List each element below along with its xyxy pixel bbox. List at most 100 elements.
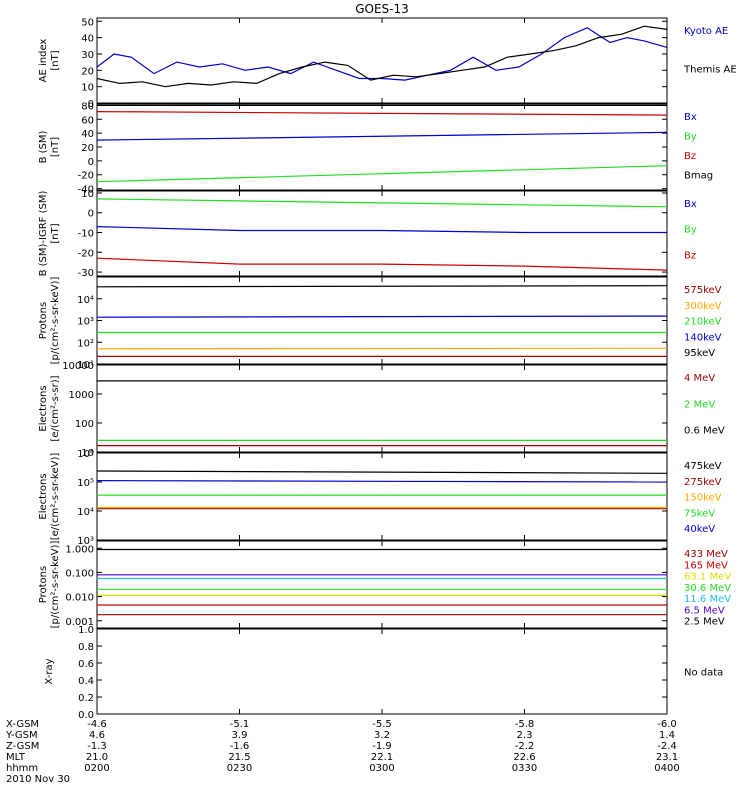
footer-value: 0300 <box>369 763 394 774</box>
panel-frame <box>96 103 668 191</box>
y-tick-label: 0.001 <box>65 617 94 628</box>
y-axis-label: B (SM)-IGRF (SM) <box>38 191 49 277</box>
y-tick-label: 20 <box>81 143 94 154</box>
y-tick-label: 50 <box>81 17 94 28</box>
no-data-note: No data <box>684 668 723 679</box>
series-line <box>96 165 668 183</box>
y-tick-label: 1.000 <box>65 544 94 555</box>
y-tick-label: -10 <box>78 229 94 240</box>
y-tick-label: 10⁶ <box>77 449 94 460</box>
legend-entry: 30.6 MeV <box>684 583 731 594</box>
panel-frame <box>96 452 668 541</box>
footer-value: -5.5 <box>372 719 392 730</box>
legend-entry: 95keV <box>684 348 715 359</box>
y-tick-label: 10³ <box>77 536 94 547</box>
footer-value: -2.2 <box>515 741 535 752</box>
y-tick-label: 0.6 <box>78 659 94 670</box>
footer-value: 0330 <box>512 763 537 774</box>
legend-entry: 210keV <box>684 317 722 328</box>
y-tick-label: 0.4 <box>78 676 94 687</box>
legend-entry: 275keV <box>684 477 722 488</box>
legend-entry: By <box>684 225 697 236</box>
series-line <box>96 131 668 141</box>
y-tick-label: -40 <box>78 185 94 196</box>
footer-value: 4.6 <box>89 730 105 741</box>
y-tick-label: -20 <box>78 171 94 182</box>
y-tick-label: 0 <box>88 209 94 220</box>
footer-row-label: Z-GSM <box>6 741 39 752</box>
footer-value: -1.9 <box>372 741 392 752</box>
legend-entry: 4 MeV <box>684 373 715 384</box>
series-line <box>96 111 668 116</box>
legend-entry: 63.1 MeV <box>684 572 731 583</box>
y-tick-label: 80 <box>81 101 94 112</box>
legend-entry: 75keV <box>684 508 715 519</box>
y-tick-label: 1.0 <box>78 625 94 636</box>
y-tick-label: 10⁴ <box>77 295 94 306</box>
footer-value: 1.4 <box>659 730 675 741</box>
series-line <box>96 25 668 88</box>
y-axis-label: [p/(cm²-s-sr-keV)] <box>50 541 61 629</box>
series-line <box>96 347 668 350</box>
y-tick-label: 10⁵ <box>77 478 94 489</box>
y-tick-label: 40 <box>81 34 94 45</box>
legend-entry: 2.5 MeV <box>684 617 725 628</box>
series-line <box>96 257 668 271</box>
legend-entry: Bx <box>684 199 697 210</box>
footer-value: 0200 <box>84 763 109 774</box>
legend-entry: 6.5 MeV <box>684 605 725 616</box>
y-axis-label: Protons <box>38 302 49 339</box>
legend-entry: 40keV <box>684 524 715 535</box>
legend-entry: Bx <box>684 112 697 123</box>
y-tick-label: 0.2 <box>78 693 94 704</box>
footer-value: 21.5 <box>228 752 250 763</box>
legend-entry: 2 MeV <box>684 399 715 410</box>
panel-frame <box>96 276 668 365</box>
y-axis-label: [e/(cm²-s-sr)] <box>50 375 61 441</box>
y-axis-label: Protons <box>38 566 49 603</box>
y-axis-label: [nT] <box>50 50 61 70</box>
footer-row-label: 2010 Nov 30 <box>6 774 70 785</box>
footer-value: 21.0 <box>86 752 108 763</box>
series-line <box>96 470 668 474</box>
y-axis-label: Electrons <box>38 473 49 519</box>
footer-value: -1.3 <box>87 741 107 752</box>
footer-value: 2.3 <box>517 730 533 741</box>
y-tick-label: 20 <box>81 66 94 77</box>
y-tick-label: 10³ <box>77 317 94 328</box>
y-axis-label: [p/(cm²-s-sr-keV)] <box>50 277 61 365</box>
y-tick-label: 10⁴ <box>77 507 94 518</box>
legend-entry: Bz <box>684 151 696 162</box>
footer-value: -1.6 <box>230 741 250 752</box>
y-tick-label: 10² <box>77 338 94 349</box>
y-axis-label: X-ray <box>44 658 55 684</box>
series-line <box>96 27 668 81</box>
legend-entry: 165 MeV <box>684 560 728 571</box>
legend-entry: 300keV <box>684 301 722 312</box>
chart-title: GOES-13 <box>355 2 409 16</box>
footer-value: 0400 <box>654 763 679 774</box>
y-axis-label: [e/(cm²-s-sr-keV)] <box>50 453 61 541</box>
footer-value: -5.8 <box>515 719 535 730</box>
y-tick-label: 10000 <box>62 361 94 372</box>
footer-row-label: X-GSM <box>6 719 39 730</box>
legend-entry: By <box>684 132 697 143</box>
y-axis-label: AE index <box>38 39 49 83</box>
y-axis-label: Electrons <box>38 385 49 431</box>
y-tick-label: 0 <box>88 99 94 110</box>
footer-value: -4.6 <box>87 719 107 730</box>
footer-row-label: hhmm <box>6 763 38 774</box>
footer-value: 22.6 <box>513 752 535 763</box>
series-line <box>96 480 668 483</box>
series-line <box>96 285 668 288</box>
panel-frame <box>96 190 668 277</box>
y-tick-label: 10 <box>81 448 94 459</box>
legend-entry: Bz <box>684 250 696 261</box>
y-tick-label: 30 <box>81 50 94 61</box>
y-axis-label: B (SM) <box>38 130 49 163</box>
footer-value: -2.4 <box>657 741 677 752</box>
series-line <box>96 226 667 234</box>
footer-value: 22.1 <box>371 752 393 763</box>
